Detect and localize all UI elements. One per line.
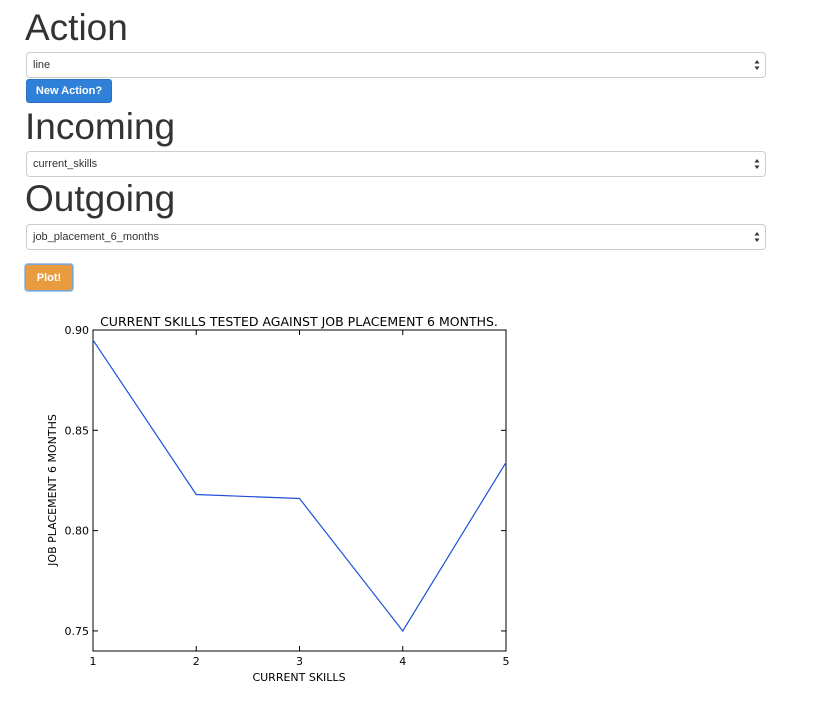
y-tick-label: 0.90	[65, 324, 90, 337]
data-point	[402, 630, 404, 632]
x-tick-label: 1	[90, 655, 97, 668]
chart-title: CURRENT SKILLS TESTED AGAINST JOB PLACEM…	[100, 314, 498, 329]
y-axis: 0.75 0.80 0.85 0.90	[65, 324, 506, 638]
action-heading: Action	[25, 7, 128, 48]
plot-area	[92, 329, 507, 652]
incoming-select[interactable]: current_skills	[26, 151, 766, 177]
x-tick-label: 3	[296, 655, 303, 668]
x-axis-label: CURRENT SKILLS	[252, 671, 345, 684]
x-tick-label: 4	[399, 655, 406, 668]
x-tick-label: 2	[193, 655, 200, 668]
y-axis-label: JOB PLACEMENT 6 MONTHS	[46, 414, 59, 567]
line-chart: CURRENT SKILLS TESTED AGAINST JOB PLACEM…	[46, 314, 510, 684]
new-action-button[interactable]: New Action?	[26, 79, 112, 103]
series-line	[92, 339, 507, 632]
up-down-chevron-icon	[754, 159, 760, 169]
outgoing-heading: Outgoing	[25, 178, 176, 219]
data-point	[505, 461, 507, 464]
x-axis: 1 2 3 4 5	[90, 330, 510, 668]
series-points	[92, 339, 507, 632]
incoming-select-value: current_skills	[33, 158, 98, 170]
y-tick-label: 0.80	[65, 525, 90, 538]
up-down-chevron-icon	[754, 232, 760, 242]
data-point	[195, 493, 197, 496]
outgoing-select-value: job_placement_6_months	[33, 231, 159, 243]
y-tick-label: 0.85	[65, 424, 90, 437]
plot-button[interactable]: Plot!	[25, 264, 73, 291]
incoming-heading: Incoming	[25, 106, 176, 147]
data-point	[92, 339, 94, 341]
x-tick-label: 5	[503, 655, 510, 668]
up-down-chevron-icon	[754, 60, 760, 70]
data-point	[298, 497, 301, 500]
action-select-value: line	[33, 59, 51, 71]
outgoing-select[interactable]: job_placement_6_months	[26, 224, 766, 250]
y-tick-label: 0.75	[65, 625, 90, 638]
action-select[interactable]: line	[26, 52, 766, 78]
